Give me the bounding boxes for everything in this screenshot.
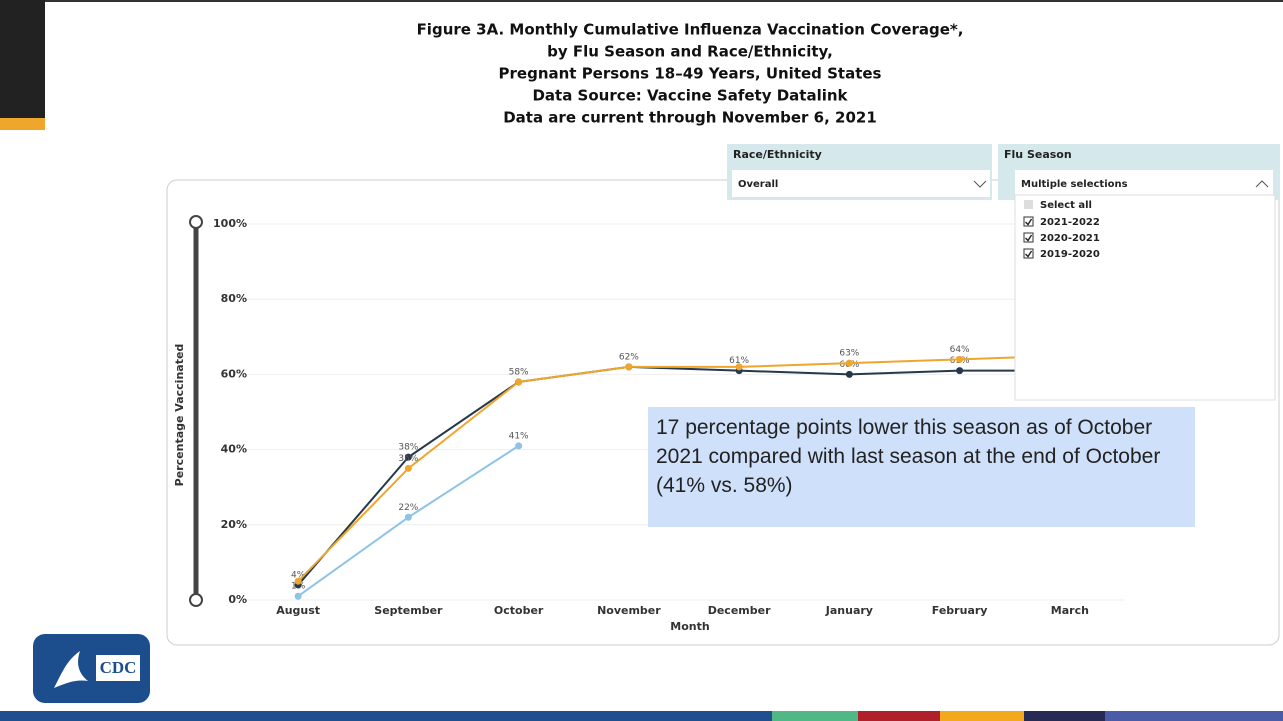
data-label: 61% — [729, 356, 749, 366]
logo-text: CDC — [100, 658, 137, 677]
data-point — [845, 359, 853, 367]
y-tick-label: 40% — [221, 443, 247, 456]
chevron[interactable] — [973, 180, 987, 188]
data-point — [404, 453, 412, 461]
checkbox[interactable] — [1024, 200, 1033, 209]
slider-handle[interactable] — [189, 215, 203, 229]
data-point — [956, 367, 964, 375]
dropdown-value[interactable]: Overall — [738, 179, 778, 190]
checkmark[interactable] — [1025, 250, 1033, 258]
data-label: 35% — [398, 454, 418, 464]
checkbox[interactable] — [1023, 248, 1034, 259]
series-line — [297, 354, 1070, 582]
data-point — [515, 442, 523, 450]
data-label: 41% — [509, 431, 529, 441]
x-tick-label: September — [374, 604, 443, 617]
annotation: 17 percentage points lower this season a… — [648, 407, 1195, 527]
corner-bar — [0, 0, 45, 118]
dropdown-list — [1014, 194, 1276, 401]
checkmark[interactable] — [1025, 218, 1033, 226]
footer-stripe — [940, 711, 1024, 721]
data-label: 38% — [398, 443, 418, 453]
data-label: 64% — [950, 345, 970, 355]
slicer-label: Flu Season — [1004, 148, 1072, 161]
y-tick-label: 100% — [213, 217, 247, 230]
dropdown-value[interactable]: Multiple selections — [1021, 179, 1128, 190]
x-tick-label: January — [825, 604, 873, 617]
y-tick-label: 0% — [228, 593, 247, 606]
data-point — [956, 355, 964, 363]
x-tick-label: November — [597, 604, 661, 617]
logo-box — [96, 655, 140, 681]
dropdown[interactable] — [732, 170, 990, 197]
data-label: 22% — [398, 503, 418, 513]
data-label: 63% — [839, 349, 859, 359]
logo-eagle — [54, 651, 88, 688]
chart-title: Data Source: Vaccine Safety Datalink — [532, 87, 848, 105]
data-point — [845, 370, 853, 378]
data-label: 62% — [619, 352, 639, 362]
list-item[interactable]: 2020-2021 — [1040, 233, 1100, 244]
logo-bg — [33, 634, 150, 703]
x-tick-label: August — [276, 604, 320, 617]
footer-stripe — [772, 711, 858, 721]
list-item[interactable]: 2021-2022 — [1040, 217, 1100, 228]
logo: CDC — [33, 634, 150, 703]
footer-stripe — [858, 711, 940, 721]
data-label: 58% — [509, 367, 529, 377]
dropdown[interactable] — [1015, 170, 1273, 197]
chart-title: by Flu Season and Race/Ethnicity, — [547, 43, 833, 61]
x-tick-label: December — [708, 604, 771, 617]
data-point — [515, 378, 523, 386]
data-point — [625, 363, 633, 371]
y-tick-label: 60% — [221, 367, 247, 380]
list-item[interactable]: 2019-2020 — [1040, 249, 1100, 260]
checkmark[interactable] — [1025, 234, 1033, 242]
x-tick-label: March — [1051, 604, 1089, 617]
y-axis-title: Percentage Vaccinated — [173, 344, 186, 487]
y-tick-label: 20% — [221, 518, 247, 531]
x-tick-label: October — [494, 604, 544, 617]
data-point — [404, 513, 412, 521]
data-point — [404, 464, 412, 472]
chart-title: Pregnant Persons 18–49 Years, United Sta… — [499, 65, 882, 83]
list-item[interactable]: Select all — [1040, 200, 1092, 211]
x-tick-label: February — [932, 604, 988, 617]
slider-handle[interactable] — [189, 593, 203, 607]
footer-stripe — [1105, 711, 1283, 721]
chart-title: Data are current through November 6, 202… — [503, 109, 877, 127]
data-point — [294, 592, 302, 600]
checkbox[interactable] — [1023, 232, 1034, 243]
chart-title: Figure 3A. Monthly Cumulative Influenza … — [417, 21, 964, 39]
corner-accent — [0, 118, 45, 130]
footer-stripe — [0, 711, 772, 721]
checkbox[interactable] — [1023, 216, 1034, 227]
data-point — [294, 577, 302, 585]
chevron[interactable] — [1255, 180, 1269, 188]
data-point — [735, 363, 743, 371]
x-axis-title: Month — [670, 620, 709, 633]
series-line — [297, 365, 1070, 586]
data-label: 4% — [291, 570, 306, 580]
footer-stripe — [1024, 711, 1105, 721]
y-tick-label: 80% — [221, 292, 247, 305]
slicer-label: Race/Ethnicity — [733, 148, 822, 161]
